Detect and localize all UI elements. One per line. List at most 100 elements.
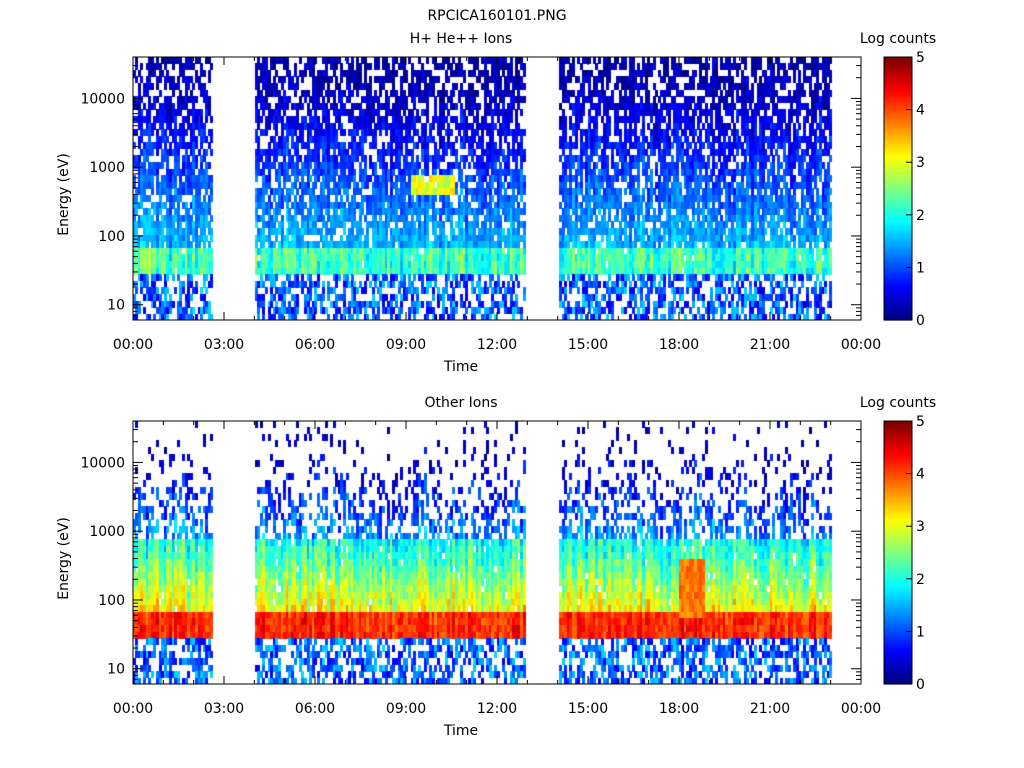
- colorbar-segment: [884, 162, 912, 166]
- x-tick-label: 00:00: [113, 337, 153, 353]
- colorbar-segment: [884, 657, 912, 661]
- colorbar-segment: [884, 141, 912, 145]
- colorbar-segment: [884, 117, 912, 121]
- colorbar-segment: [884, 665, 912, 669]
- colorbar-segment: [884, 489, 912, 493]
- x-axis-label: Time: [443, 723, 478, 739]
- colorbar-segment: [884, 114, 912, 119]
- colorbar-segment: [884, 91, 912, 95]
- colorbar-segment: [884, 431, 912, 435]
- colorbar-segment: [884, 470, 912, 475]
- colorbar-segment: [884, 270, 912, 274]
- colorbar-segment: [884, 246, 912, 250]
- colorbar-tick-label: 4: [916, 103, 925, 119]
- colorbar-segment: [884, 652, 912, 656]
- colorbar-segment: [884, 584, 912, 588]
- colorbar-segment: [884, 167, 912, 171]
- colorbar-segment: [884, 309, 912, 313]
- colorbar-segment: [884, 293, 912, 297]
- colorbar-segment: [884, 233, 912, 237]
- colorbar-segment: [884, 130, 912, 134]
- colorbar-segment: [884, 256, 912, 261]
- colorbar-segment: [884, 607, 912, 611]
- colorbar: 0 1 2 3 4 5 Log counts: [860, 395, 936, 693]
- colorbar-tick-label: 3: [916, 155, 925, 171]
- colorbar-segment: [884, 217, 912, 221]
- colorbar-segment: [884, 486, 912, 490]
- colorbar-segment: [884, 283, 912, 287]
- x-tick-label: 03:00: [204, 337, 244, 353]
- colorbar-segment: [884, 541, 912, 546]
- y-tick-label: 10000: [80, 455, 125, 471]
- colorbar-segment: [884, 212, 912, 216]
- colorbar-segment: [884, 605, 912, 609]
- colorbar-tick-label: 4: [916, 467, 925, 483]
- colorbar-segment: [884, 120, 912, 124]
- colorbar-segment: [884, 518, 912, 522]
- colorbar-segment: [884, 288, 912, 292]
- colorbar-segment: [884, 434, 912, 438]
- panel-title: Other Ions: [424, 395, 497, 411]
- colorbar-segment: [884, 492, 912, 496]
- colorbar-segment: [884, 99, 912, 103]
- colorbar-segment: [884, 277, 912, 282]
- colorbar-segment: [884, 570, 912, 575]
- colorbar-tick-label: 2: [916, 572, 925, 588]
- x-tick-label: 00:00: [113, 701, 153, 717]
- colorbar-segment: [884, 191, 912, 195]
- colorbar-frame: [883, 56, 913, 321]
- colorbar-segment: [884, 534, 912, 538]
- colorbar-segment: [884, 615, 912, 619]
- y-tick-label: 1000: [89, 160, 125, 176]
- colorbar-segment: [884, 655, 912, 659]
- colorbar-segment: [884, 106, 912, 111]
- colorbar-segment: [884, 581, 912, 585]
- y-tick-label: 10: [107, 298, 125, 314]
- x-tick-label: 06:00: [295, 337, 335, 353]
- colorbar-segment: [884, 647, 912, 651]
- colorbar-segment: [884, 175, 912, 179]
- colorbar-segment: [884, 317, 912, 321]
- colorbar-segment: [884, 188, 912, 192]
- colorbar-tick-label: 0: [916, 313, 925, 329]
- colorbar-segment: [884, 631, 912, 635]
- x-tick-label: 21:00: [750, 337, 790, 353]
- colorbar-segment: [884, 552, 912, 556]
- colorbar-segment: [884, 544, 912, 548]
- colorbar-segment: [884, 146, 912, 150]
- colorbar-segment: [884, 143, 912, 148]
- spectrogram-image: [133, 421, 861, 684]
- colorbar-segment: [884, 170, 912, 174]
- colorbar-segment: [884, 639, 912, 643]
- colorbar-segment: [884, 668, 912, 672]
- colorbar-segment: [884, 520, 912, 525]
- x-tick-label: 06:00: [295, 701, 335, 717]
- colorbar-tick-label: 2: [916, 208, 925, 224]
- colorbar-segment: [884, 476, 912, 480]
- colorbar-segment: [884, 481, 912, 485]
- x-tick-label: 03:00: [204, 701, 244, 717]
- y-axis-label: Energy (eV): [56, 153, 72, 236]
- colorbar-segment: [884, 206, 912, 211]
- colorbar-segment: [884, 159, 912, 163]
- colorbar-segment: [884, 563, 912, 567]
- colorbar-segment: [884, 264, 912, 268]
- colorbar-segment: [884, 225, 912, 229]
- colorbar-segment: [884, 620, 912, 625]
- colorbar-segment: [884, 259, 912, 263]
- colorbar-segment: [884, 243, 912, 247]
- colorbar-segment: [884, 662, 912, 667]
- colorbar-segment: [884, 449, 912, 454]
- colorbar-segment: [884, 681, 912, 685]
- colorbar-segment: [884, 578, 912, 583]
- x-tick-label: 09:00: [386, 701, 426, 717]
- colorbar-segment: [884, 568, 912, 572]
- colorbar-frame: [883, 420, 913, 685]
- colorbar-segment: [884, 149, 912, 153]
- colorbar-segment: [884, 612, 912, 617]
- colorbar-segment: [884, 597, 912, 601]
- colorbar-segment: [884, 204, 912, 208]
- y-axis-label: Energy (eV): [56, 517, 72, 600]
- colorbar-segment: [884, 133, 912, 137]
- colorbar-segment: [884, 636, 912, 640]
